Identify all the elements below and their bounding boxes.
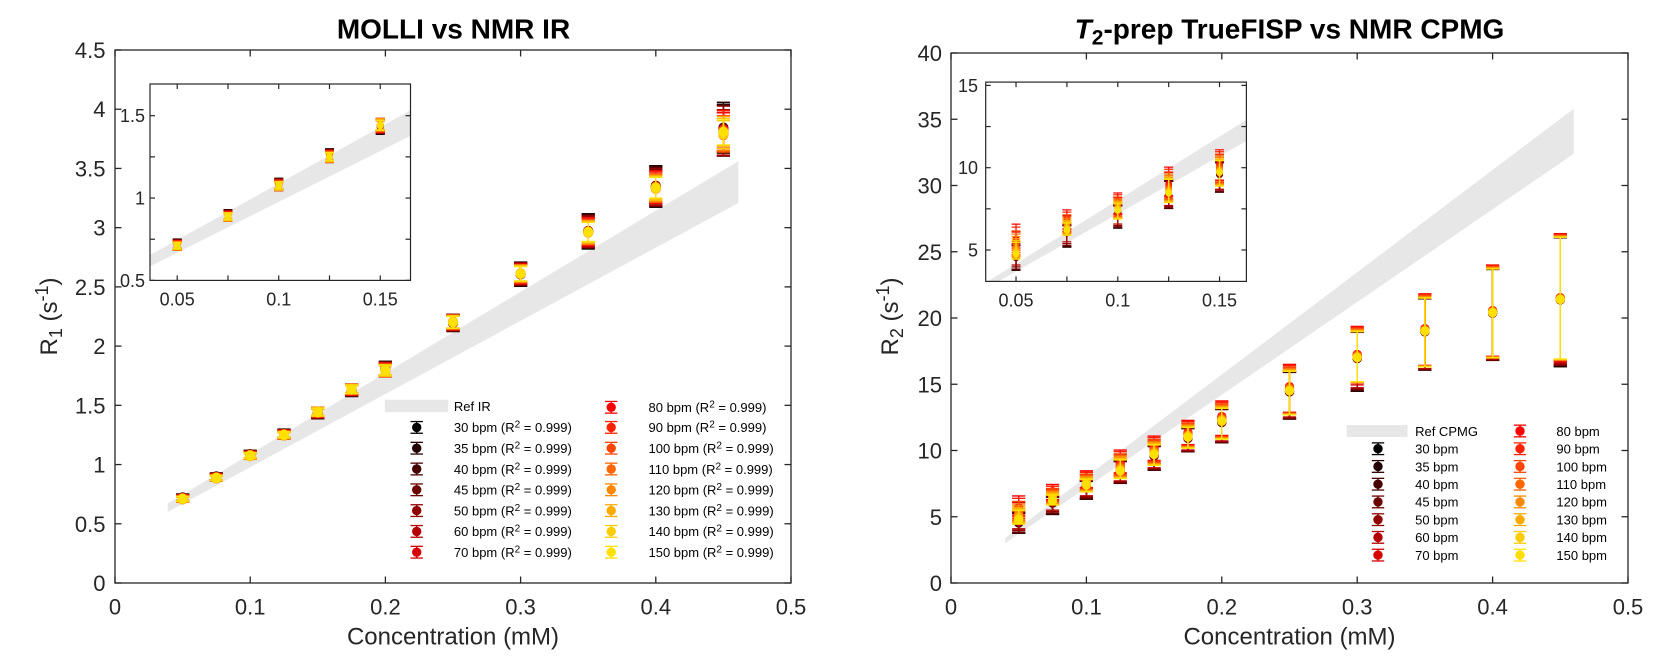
svg-text:0.5: 0.5 [776,595,807,620]
svg-text:50 bpm: 50 bpm [1415,512,1458,527]
svg-text:2: 2 [93,334,105,359]
svg-text:70 bpm: 70 bpm [1415,548,1458,563]
svg-text:10: 10 [918,439,942,464]
svg-text:MOLLI vs NMR IR: MOLLI vs NMR IR [337,14,570,45]
svg-text:35 bpm: 35 bpm [1415,459,1458,474]
svg-text:R2 (s-1): R2 (s-1) [873,277,907,355]
svg-text:130 bpm: 130 bpm [1556,512,1607,527]
svg-text:100 bpm (R2 = 0.999): 100 bpm (R2 = 0.999) [649,441,774,457]
svg-text:Ref IR: Ref IR [454,399,491,414]
svg-text:3.5: 3.5 [75,156,106,181]
svg-text:150 bpm (R2 = 0.999): 150 bpm (R2 = 0.999) [649,545,774,561]
svg-text:1.5: 1.5 [75,393,106,418]
svg-text:0: 0 [109,595,121,620]
svg-text:0.4: 0.4 [641,595,672,620]
svg-text:Concentration (mM): Concentration (mM) [347,623,559,650]
svg-text:60 bpm: 60 bpm [1415,530,1458,545]
svg-text:110 bpm (R2 = 0.999): 110 bpm (R2 = 0.999) [649,461,773,477]
svg-text:60 bpm (R2 = 0.999): 60 bpm (R2 = 0.999) [454,524,572,540]
svg-text:0.15: 0.15 [1202,291,1237,311]
svg-text:0.5: 0.5 [1613,595,1644,620]
svg-text:90 bpm: 90 bpm [1556,442,1599,457]
svg-text:0: 0 [93,571,105,596]
svg-text:0: 0 [945,595,957,620]
svg-text:0.3: 0.3 [1342,595,1373,620]
svg-text:3: 3 [93,216,105,241]
svg-text:80 bpm (R2 = 0.999): 80 bpm (R2 = 0.999) [649,400,767,416]
svg-text:100 bpm: 100 bpm [1556,459,1607,474]
svg-text:0.3: 0.3 [505,595,536,620]
svg-text:40 bpm: 40 bpm [1415,477,1458,492]
svg-text:0.4: 0.4 [1477,595,1508,620]
svg-text:15: 15 [958,76,978,96]
svg-text:15: 15 [918,372,942,397]
svg-text:0.5: 0.5 [120,271,145,291]
svg-text:0.15: 0.15 [363,290,398,310]
svg-text:2.5: 2.5 [75,275,106,300]
svg-text:4: 4 [93,97,105,122]
svg-text:70 bpm (R2 = 0.999): 70 bpm (R2 = 0.999) [454,545,572,561]
svg-text:1: 1 [93,453,105,478]
svg-text:T2-prep TrueFISP vs NMR CPMG: T2-prep TrueFISP vs NMR CPMG [1075,14,1505,50]
svg-text:10: 10 [958,158,978,178]
svg-text:1.5: 1.5 [120,106,145,126]
svg-text:25: 25 [918,240,942,265]
svg-text:130 bpm (R2 = 0.999): 130 bpm (R2 = 0.999) [649,503,774,519]
svg-text:20: 20 [918,306,942,331]
svg-text:1: 1 [135,189,145,209]
svg-text:30: 30 [918,174,942,199]
svg-text:140 bpm: 140 bpm [1556,530,1607,545]
svg-text:0.1: 0.1 [1071,595,1102,620]
svg-text:35: 35 [918,107,942,132]
svg-text:40 bpm (R2 = 0.999): 40 bpm (R2 = 0.999) [454,461,572,477]
svg-text:Ref CPMG: Ref CPMG [1415,424,1478,439]
svg-text:0: 0 [930,571,942,596]
svg-text:45 bpm: 45 bpm [1415,495,1458,510]
svg-text:5: 5 [968,241,978,261]
svg-text:0.5: 0.5 [75,512,106,537]
svg-text:0.05: 0.05 [160,290,195,310]
svg-text:5: 5 [930,505,942,530]
svg-text:40: 40 [918,41,942,66]
svg-text:0.1: 0.1 [1105,291,1130,311]
svg-text:0.1: 0.1 [266,290,291,310]
svg-text:4.5: 4.5 [75,38,106,63]
svg-text:140 bpm (R2 = 0.999): 140 bpm (R2 = 0.999) [649,524,774,540]
svg-text:80 bpm: 80 bpm [1556,424,1599,439]
svg-text:110 bpm: 110 bpm [1556,477,1606,492]
svg-text:90 bpm (R2 = 0.999): 90 bpm (R2 = 0.999) [649,420,767,436]
svg-text:Concentration (mM): Concentration (mM) [1183,623,1395,650]
svg-text:50 bpm (R2 = 0.999): 50 bpm (R2 = 0.999) [454,503,572,519]
svg-text:150 bpm: 150 bpm [1556,548,1607,563]
svg-text:0.1: 0.1 [235,595,266,620]
svg-text:45 bpm (R2 = 0.999): 45 bpm (R2 = 0.999) [454,482,572,498]
svg-text:120 bpm (R2 = 0.999): 120 bpm (R2 = 0.999) [649,482,774,498]
svg-text:30 bpm (R2 = 0.999): 30 bpm (R2 = 0.999) [454,420,572,436]
svg-text:0.05: 0.05 [998,291,1033,311]
svg-text:0.2: 0.2 [1207,595,1238,620]
svg-text:120 bpm: 120 bpm [1556,495,1607,510]
svg-text:30 bpm: 30 bpm [1415,442,1458,457]
svg-text:0.2: 0.2 [370,595,401,620]
svg-text:35 bpm (R2 = 0.999): 35 bpm (R2 = 0.999) [454,441,572,457]
